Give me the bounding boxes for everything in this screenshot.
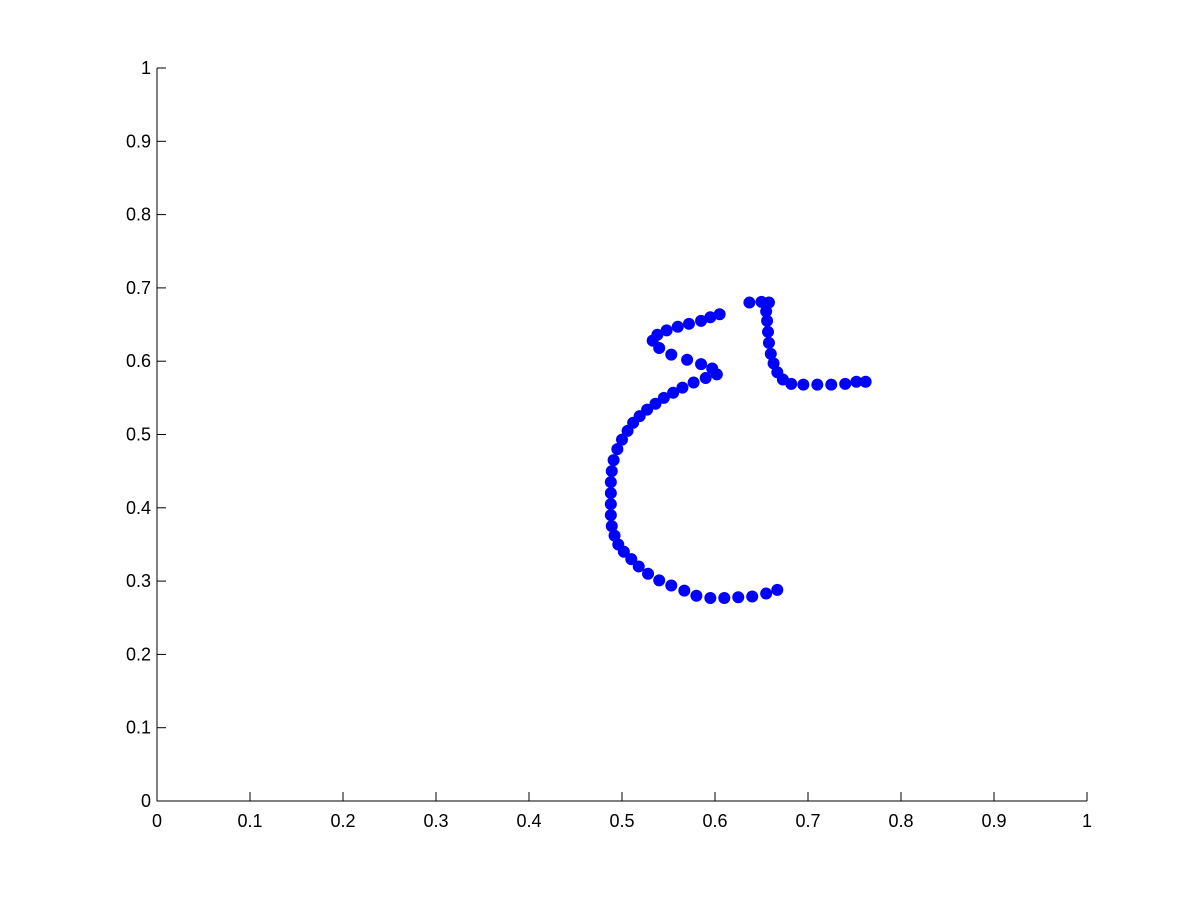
data-point [860,376,871,387]
data-point [705,592,716,603]
data-point [672,321,683,332]
data-point [605,488,616,499]
data-point [840,378,851,389]
x-ticks: 0 0.1 0.2 0.3 0.4 0.5 0.6 0.7 0.8 0.9 1 [152,792,1092,831]
data-point [696,315,707,326]
data-point [762,315,773,326]
data-point [606,466,617,477]
data-point [683,318,694,329]
data-point [744,297,755,308]
x-tick-label: 1 [1082,811,1092,831]
data-point [772,584,783,595]
data-point [654,575,665,586]
data-point [719,592,730,603]
x-tick-label: 0.4 [516,811,541,831]
data-point [643,568,654,579]
data-point [798,379,809,390]
y-tick-label: 0.7 [126,278,151,298]
x-tick-label: 0.5 [609,811,634,831]
y-tick-label: 0.4 [126,498,151,518]
data-point [786,378,797,389]
data-point [682,354,693,365]
data-points [605,296,871,603]
data-point [679,585,690,596]
data-point [605,499,616,510]
data-point [826,379,837,390]
y-tick-label: 0.9 [126,131,151,151]
data-point [763,337,774,348]
data-point [812,379,823,390]
data-point [608,455,619,466]
data-point [747,591,758,602]
x-tick-label: 0.6 [702,811,727,831]
data-point [696,359,707,370]
data-point [666,349,677,360]
x-tick-label: 0.1 [237,811,262,831]
x-tick-label: 0.3 [423,811,448,831]
data-point [612,444,623,455]
data-point [700,373,711,384]
y-tick-label: 0.3 [126,571,151,591]
data-point [763,326,774,337]
data-point [654,343,665,354]
x-tick-label: 0 [152,811,162,831]
y-ticks: 0 0.1 0.2 0.3 0.4 0.5 0.6 0.7 0.8 0.9 1 [126,58,166,811]
x-tick-label: 0.2 [330,811,355,831]
data-point [605,477,616,488]
data-point [733,592,744,603]
data-point [633,561,644,572]
y-tick-label: 0.6 [126,351,151,371]
data-point [761,588,772,599]
x-tick-label: 0.8 [888,811,913,831]
data-point [605,510,616,521]
data-point [691,590,702,601]
data-point [711,369,722,380]
y-tick-label: 0.2 [126,644,151,664]
y-tick-label: 0 [141,791,151,811]
y-tick-label: 0.1 [126,718,151,738]
x-tick-label: 0.9 [981,811,1006,831]
data-point [666,580,677,591]
y-tick-label: 0.8 [126,205,151,225]
x-tick-label: 0.7 [795,811,820,831]
y-tick-label: 0.5 [126,425,151,445]
data-point [688,377,699,388]
y-tick-label: 1 [141,58,151,78]
